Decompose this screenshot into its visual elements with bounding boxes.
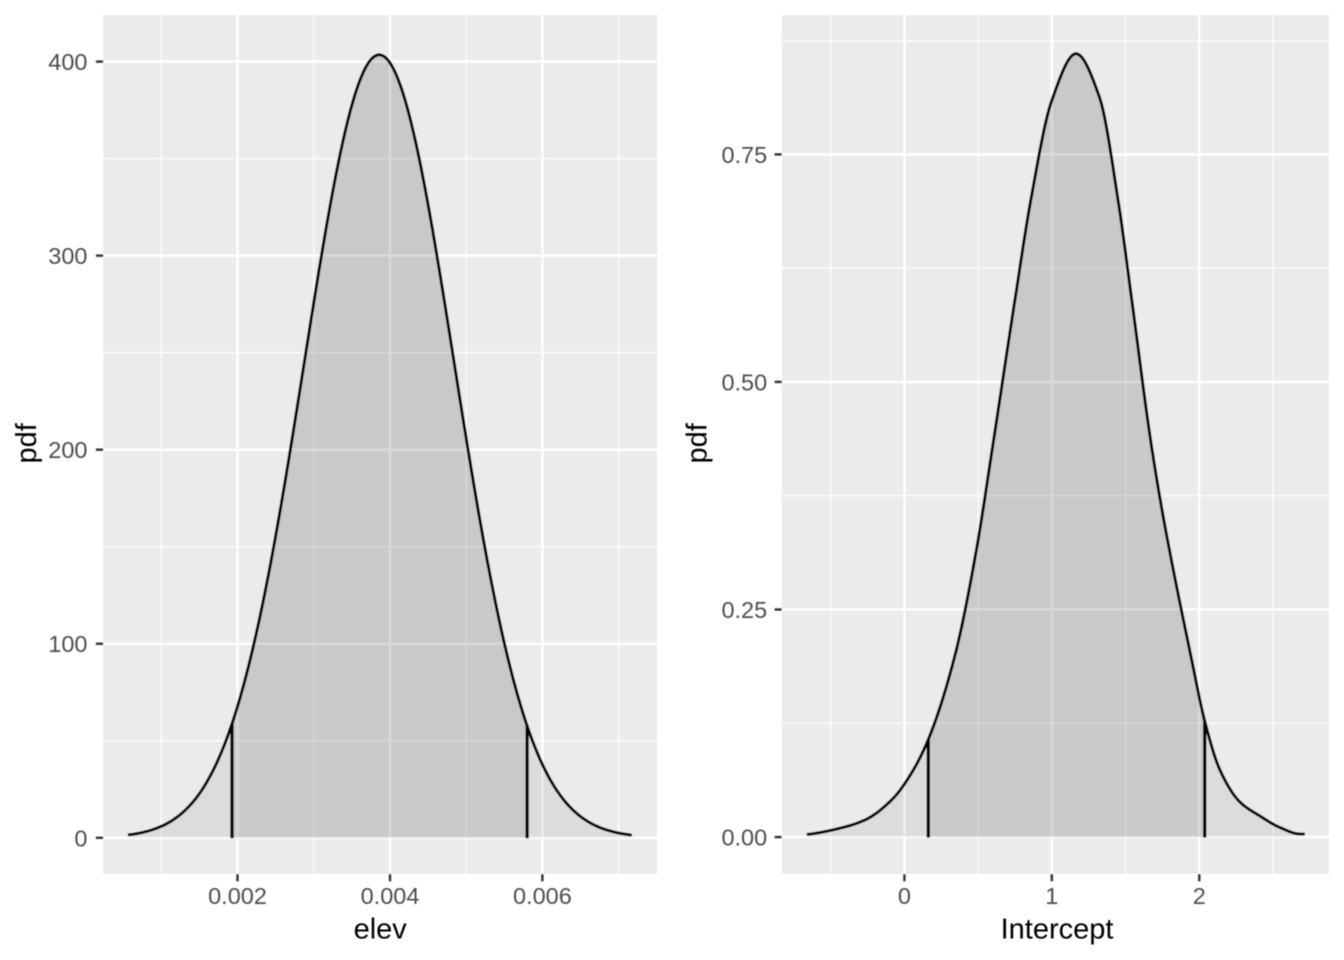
svg-text:0.004: 0.004 [361,883,420,909]
svg-text:400: 400 [48,49,87,75]
svg-text:elev: elev [354,913,408,945]
svg-text:pdf: pdf [682,422,714,463]
svg-text:Intercept: Intercept [1001,913,1114,945]
svg-text:1: 1 [1045,883,1058,909]
svg-text:0.00: 0.00 [721,825,767,851]
svg-text:0: 0 [898,883,911,909]
svg-text:300: 300 [48,243,87,269]
svg-text:0.50: 0.50 [721,369,767,395]
svg-text:0.002: 0.002 [208,883,267,909]
svg-text:100: 100 [48,631,87,657]
svg-text:0.25: 0.25 [721,597,767,623]
svg-text:0: 0 [74,825,87,851]
svg-text:pdf: pdf [11,422,43,463]
svg-text:0.006: 0.006 [513,883,572,909]
svg-text:200: 200 [48,437,87,463]
svg-text:2: 2 [1193,883,1206,909]
svg-text:0.75: 0.75 [721,142,767,168]
